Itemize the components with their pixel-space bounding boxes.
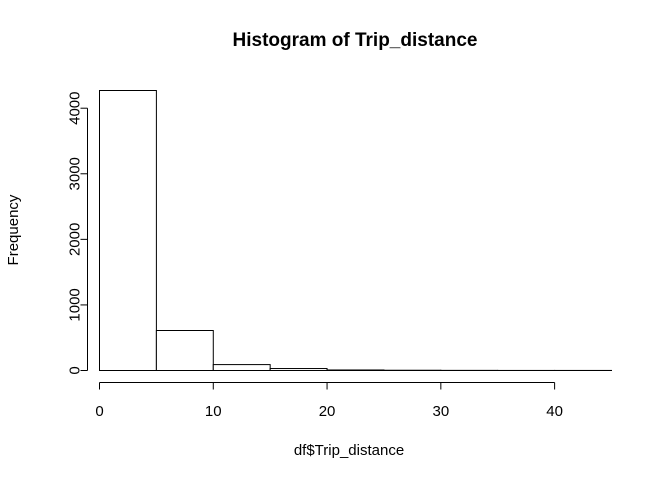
x-tick-label: 30 [432, 403, 449, 420]
y-tick-label: 0 [67, 366, 84, 374]
x-tick-label: 0 [95, 403, 103, 420]
y-tick-label: 3000 [67, 157, 84, 190]
y-tick-label: 4000 [67, 92, 84, 125]
histogram-bar [212, 364, 271, 371]
y-tick-label: 1000 [67, 288, 84, 321]
x-tick-label: 10 [205, 403, 222, 420]
y-axis-label: Frequency [5, 194, 22, 265]
histogram-bar [99, 90, 157, 371]
y-tick-label: 2000 [67, 223, 84, 256]
bars-group [99, 90, 612, 372]
histogram-bar [155, 330, 214, 371]
histogram-bar [269, 368, 328, 371]
x-axis-label: df$Trip_distance [294, 442, 404, 459]
chart-title: Histogram of Trip_distance [233, 30, 478, 51]
histogram-bar [326, 369, 385, 371]
x-axis: 0 10 20 30 40 [95, 382, 563, 420]
y-axis: 0 1000 2000 3000 4000 [67, 92, 88, 375]
x-tick-label: 40 [546, 403, 563, 420]
x-tick-label: 20 [319, 403, 336, 420]
